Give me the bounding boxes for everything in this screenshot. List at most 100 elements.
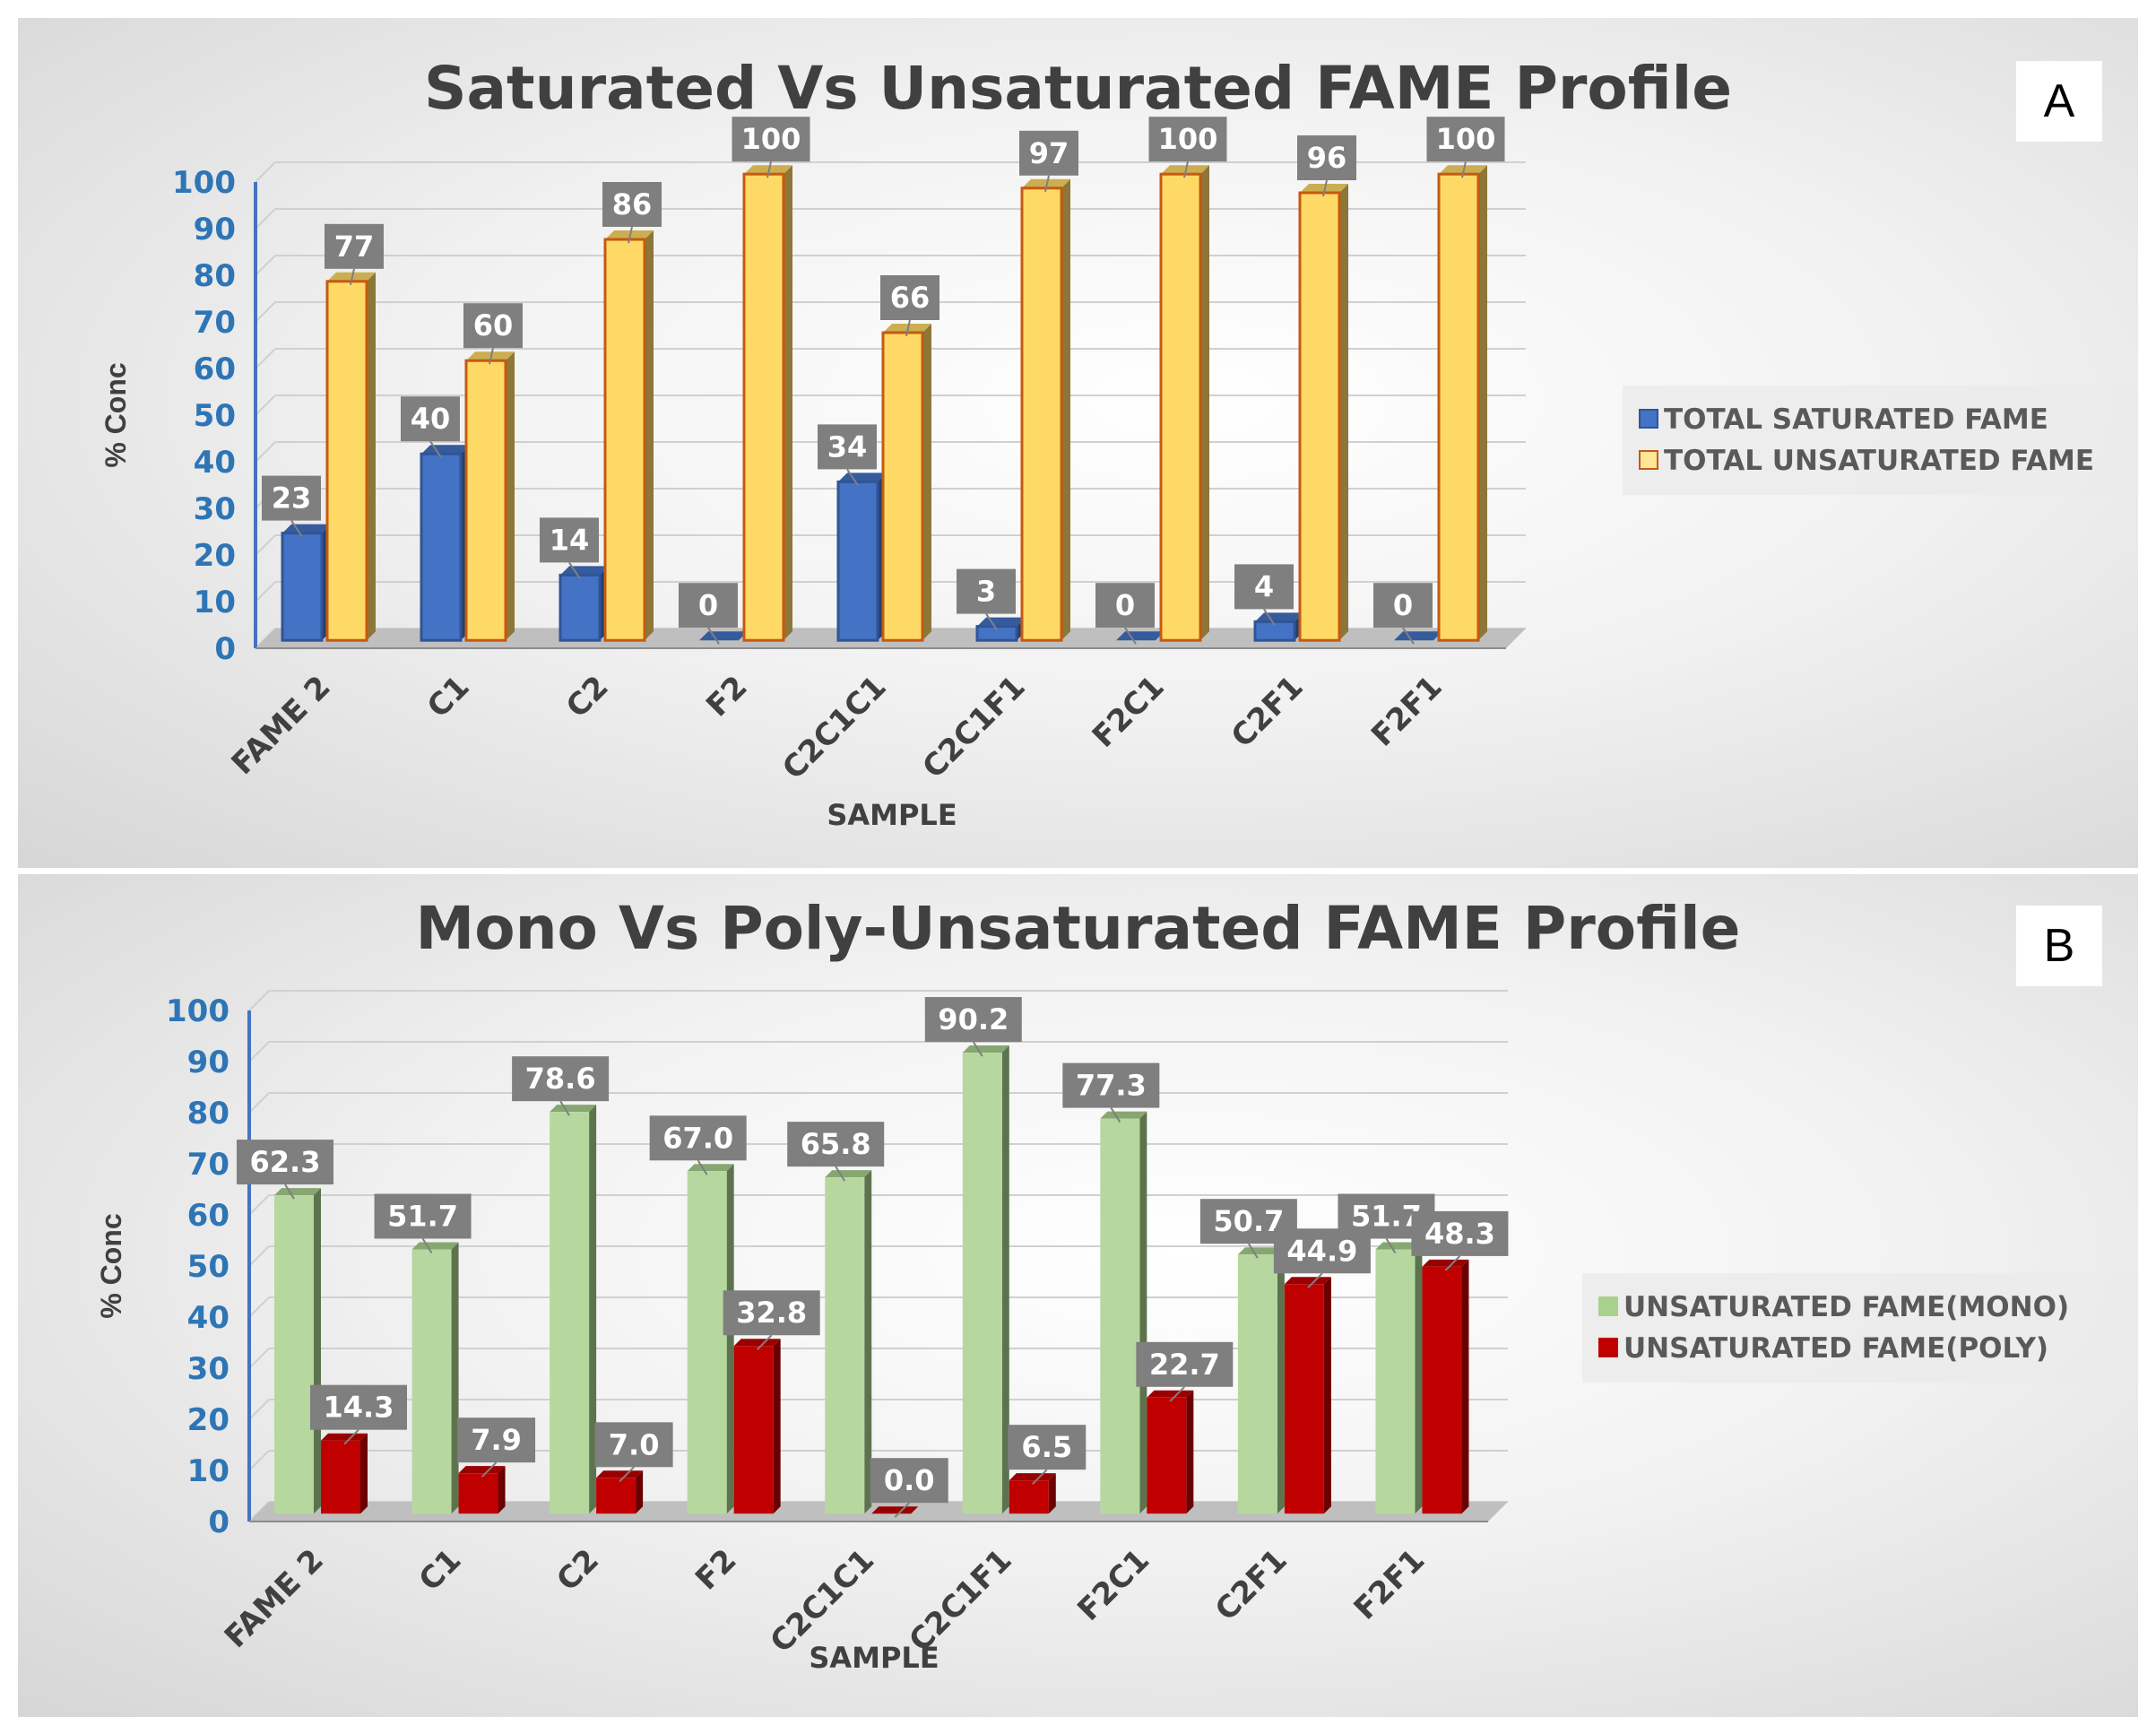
y-tick-label: 70 — [194, 305, 236, 341]
bar-top — [458, 1466, 506, 1474]
bar-side — [1323, 1277, 1331, 1514]
bar — [1284, 1284, 1324, 1514]
data-label: 66 — [890, 281, 931, 315]
data-label-leader — [489, 347, 494, 365]
gridline-depth — [248, 990, 270, 1011]
gridline-depth — [255, 208, 276, 230]
data-label-box — [512, 1056, 610, 1102]
data-label: 7.9 — [471, 1423, 522, 1457]
x-tick-label: C2 — [550, 1542, 606, 1599]
x-tick-label: F2 — [699, 669, 754, 724]
bar — [550, 1112, 590, 1514]
bar-side — [498, 1466, 506, 1514]
data-label-leader — [972, 1041, 983, 1057]
data-label-box — [1062, 1062, 1160, 1108]
y-tick-label: 100 — [166, 993, 229, 1029]
chart-legend: UNSATURATED FAME(MONO) UNSATURATED FAME(… — [1582, 1273, 2138, 1383]
data-label-box — [401, 396, 460, 442]
data-label-box — [1019, 130, 1078, 176]
data-label: 67.0 — [662, 1121, 733, 1155]
bar — [411, 1249, 452, 1514]
data-label-leader — [559, 1100, 570, 1116]
legend-item-saturated: TOTAL SATURATED FAME — [1639, 403, 2123, 436]
bar-side — [773, 1339, 781, 1514]
data-label-leader — [766, 160, 772, 178]
y-tick-label: 10 — [194, 585, 236, 620]
bar-top — [321, 1433, 368, 1441]
data-label-box — [262, 475, 321, 521]
chart-plot-b: 0 10 20 30 40 50 60 70 80 90 100 % Conc SAMPLE FAME 2… — [95, 990, 1509, 1675]
data-label-leader — [568, 561, 581, 579]
panel-label: A — [2016, 61, 2102, 142]
gridline-depth — [255, 581, 276, 603]
bar-top — [1284, 1277, 1331, 1285]
bar — [281, 532, 324, 642]
data-label-leader — [894, 1502, 910, 1518]
data-label-leader — [429, 440, 442, 458]
legend-item-poly: UNSATURATED FAME(POLY) — [1598, 1332, 2123, 1365]
data-label-leader — [1461, 160, 1467, 178]
bar — [420, 452, 463, 642]
legend-swatch — [1639, 409, 1658, 429]
bar-side — [1478, 165, 1487, 641]
gridline-depth — [255, 161, 276, 183]
bar-top — [1237, 1247, 1285, 1255]
gridline-depth — [255, 255, 276, 276]
data-label: 48.3 — [1424, 1217, 1495, 1251]
data-label-box — [463, 303, 523, 349]
bar — [558, 573, 602, 642]
data-label: 65.8 — [801, 1127, 871, 1161]
gridline-depth — [255, 394, 276, 416]
data-label-box — [374, 1193, 472, 1239]
y-tick-label: 30 — [187, 1351, 229, 1387]
data-label-box — [1426, 117, 1505, 162]
data-label: 23 — [272, 481, 312, 516]
bar — [975, 625, 1018, 642]
data-label-box — [732, 117, 810, 162]
legend-swatch — [1598, 1338, 1618, 1357]
data-label: 32.8 — [736, 1296, 807, 1330]
bar-top — [733, 1339, 781, 1347]
data-label-box — [787, 1122, 885, 1167]
data-label: 40 — [411, 402, 451, 436]
y-tick-label: 80 — [187, 1096, 229, 1131]
bar-side — [1139, 1111, 1147, 1514]
x-tick-label: F2F1 — [1364, 669, 1450, 754]
data-label-leader — [628, 226, 633, 244]
data-label-leader — [1032, 1469, 1048, 1485]
bar-side — [1061, 178, 1070, 641]
y-tick-label: 80 — [194, 258, 236, 294]
bar — [596, 1478, 636, 1514]
gridline-depth — [255, 534, 276, 556]
data-label-box — [540, 517, 599, 563]
data-label-leader — [1110, 1107, 1121, 1123]
data-label-leader — [1183, 160, 1189, 178]
bar-side — [636, 1470, 644, 1514]
data-label-leader — [1263, 608, 1276, 626]
data-label-box — [649, 1115, 747, 1161]
bar-side — [1200, 165, 1209, 641]
bar-top — [1100, 1111, 1147, 1119]
y-tick-label: 60 — [187, 1198, 229, 1234]
bar-side — [864, 1170, 872, 1514]
bar-side — [451, 1242, 459, 1514]
data-label-box — [1136, 1341, 1234, 1387]
bar — [1437, 172, 1480, 642]
bar — [962, 1053, 1002, 1514]
data-label-leader — [619, 1466, 635, 1483]
y-tick-label: 70 — [187, 1147, 229, 1183]
x-axis-label: SAMPLE — [809, 1641, 939, 1675]
data-label: 50.7 — [1213, 1204, 1284, 1238]
data-label: 90.2 — [938, 1002, 1009, 1036]
data-label: 14.3 — [324, 1391, 394, 1425]
y-tick-label: 20 — [187, 1402, 229, 1438]
bar-top — [274, 1188, 321, 1196]
data-label: 44.9 — [1286, 1234, 1357, 1268]
x-tick-label: F2C1 — [1070, 1542, 1156, 1628]
bar-side — [726, 1164, 734, 1514]
data-label-box — [818, 424, 877, 470]
bar-side — [314, 1188, 321, 1514]
data-label: 6.5 — [1021, 1430, 1072, 1464]
chart-title: Mono Vs Poly-Unsaturated FAME Profile — [415, 894, 1741, 963]
